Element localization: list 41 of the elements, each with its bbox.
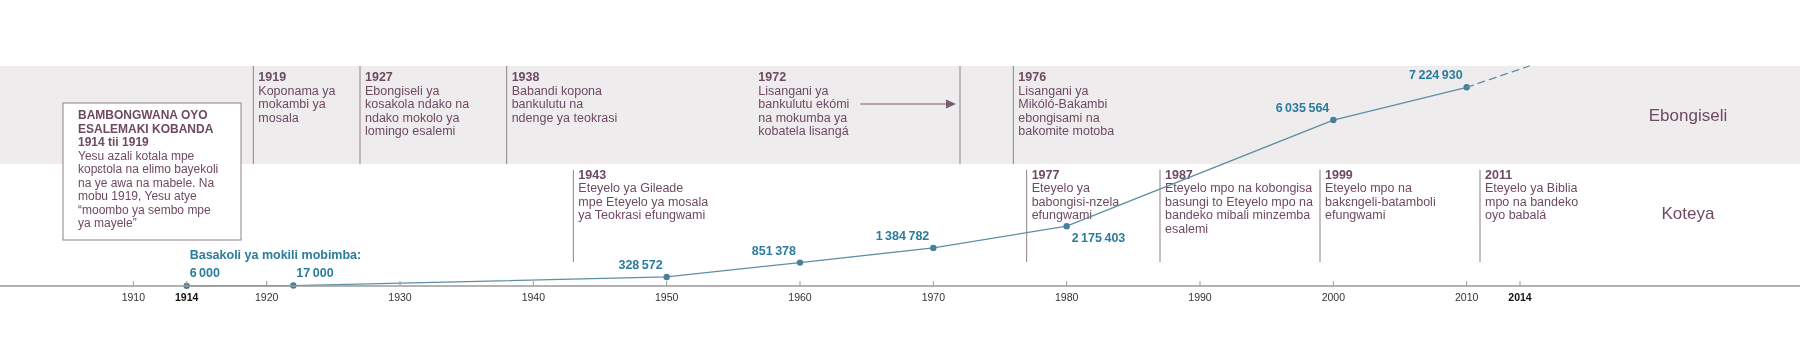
annotation: 1999 Eteyelo mpo na bakɛngeli-batamboli efungwami	[1325, 167, 1436, 223]
annotation: 1976 Lisangani ya Mikóló-Bakambi ebongisami na bakomite motoba	[1018, 70, 1115, 138]
x-tick-label: 1970	[921, 291, 946, 303]
annotation: 1972 Lisangani ya bankulutu ekómi na mokumba ya kobatela lisangá	[758, 70, 850, 138]
annotation: 1943 Eteyelo ya Gileade mpe Eteyelo ya mosala ya Teokrasi efungwami	[578, 167, 709, 223]
annotation: 1927 Ebongiseli ya kosakola ndako na ndako mokolo ya lomingo esalemi	[365, 70, 470, 138]
annotation: BAMBONGWANA OYO ESALEMAKI KOBANDA 1914 tii 1919	[78, 108, 214, 149]
x-tick-label: 1950	[654, 291, 679, 303]
x-tick-label: 1910	[121, 291, 146, 303]
data-label: 1 384 782	[875, 228, 930, 243]
data-label: 6 035 564	[1275, 101, 1330, 116]
annotation: 1919 Koponama ya mokambi ya mosala	[258, 70, 336, 125]
data-label: 17 000	[296, 265, 334, 280]
point	[1330, 116, 1337, 124]
x-tick-label: 2000	[1321, 291, 1346, 303]
data-label: 851 378	[751, 243, 797, 258]
point	[796, 259, 804, 266]
x-tick-label: 1960	[788, 291, 812, 303]
x-tick-label: 1914	[174, 291, 199, 303]
x-tick-label: 1940	[521, 291, 546, 303]
point	[1063, 222, 1070, 230]
annotation: Yesu azali kotala mpe kopɛtola na elimo bayekoli na ye awa na mabele. Na mobu 1919, Yesu atye “moombo ya sembo mpe ya mayele”	[78, 148, 219, 230]
annotation: 2011 Eteyelo ya Biblia mpo na bandeko oyo babalá	[1485, 167, 1579, 223]
point	[663, 273, 670, 281]
x-tick-label: 1920	[254, 291, 279, 303]
annotation: 1977 Eteyelo ya babongisi-nzela efungwami	[1031, 167, 1120, 223]
series-label: Basakoli ya mokili mobimba:	[189, 247, 362, 262]
data-label: 6 000	[189, 265, 221, 280]
band-label: Ebongiseli	[1648, 105, 1728, 125]
data-label: 328 572	[618, 257, 663, 272]
annotation: 1987 Eteyelo mpo na kobongisa basungi to Eteyelo mpo na bandeko mibali minzemba esalemi	[1165, 167, 1314, 236]
x-tick-label: 2014	[1508, 291, 1532, 303]
data-label: 7 224 930	[1408, 68, 1463, 83]
x-tick-label: 2010	[1454, 291, 1479, 303]
data-label: 2 175 403	[1071, 231, 1126, 246]
x-tick-label: 1980	[1054, 291, 1079, 303]
point	[930, 244, 937, 252]
x-tick-label: 1990	[1188, 291, 1212, 303]
annotation: Koteya	[1661, 203, 1715, 223]
annotation: 1938 Babandi kopona bankulutu na ndenge ya teokrasi	[511, 70, 618, 125]
x-tick-label: 1930	[388, 291, 412, 303]
